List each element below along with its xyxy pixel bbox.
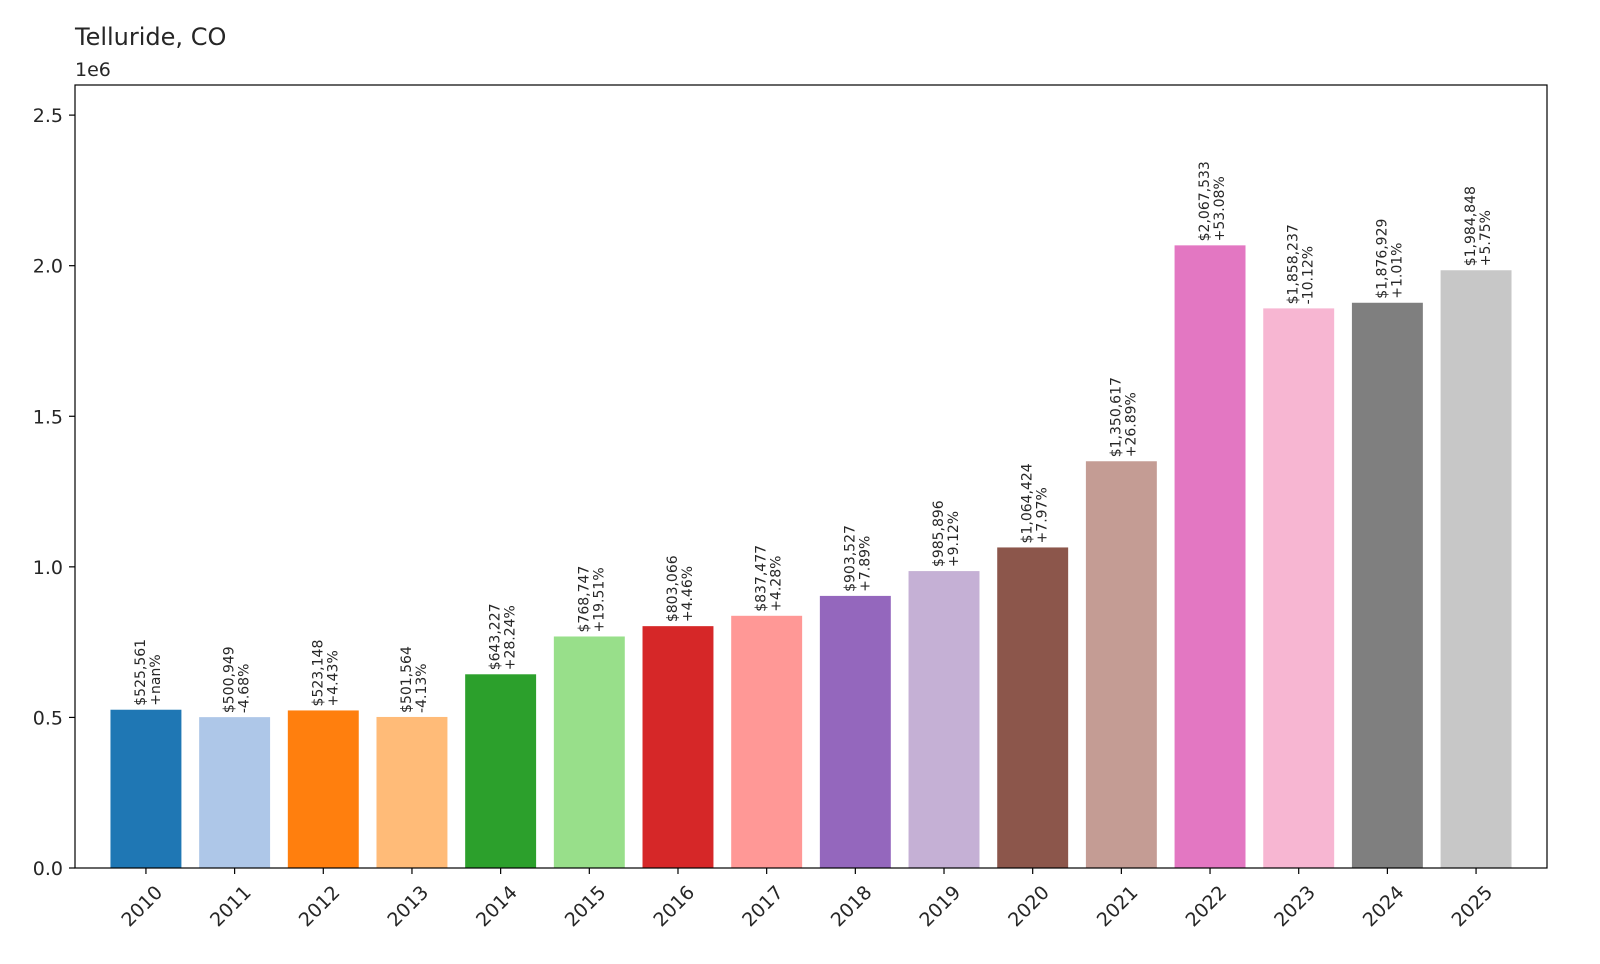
y-axis: 0.0 0.5 1.0 1.5 2.0 2.5	[33, 105, 75, 880]
x-tick-label: 2025	[1447, 882, 1497, 932]
bar-change-label: +7.89%	[857, 536, 873, 592]
bar-change-label: +1.01%	[1389, 243, 1405, 299]
bar-2025	[1440, 270, 1512, 869]
bar-change-label: +5.75%	[1478, 210, 1494, 266]
x-tick-label: 2014	[472, 882, 522, 932]
y-tick-label: 0.0	[33, 858, 63, 880]
bar-label-group-2011: $500,949 -4.68%	[222, 646, 253, 713]
bar-label-group-2025: $1,984,848 +5.75%	[1463, 186, 1494, 266]
bar-label-group-2022: $2,067,533 +53.08%	[1197, 161, 1228, 241]
bar-value-label: $837,477	[754, 545, 770, 612]
bar-2013	[376, 716, 448, 868]
x-tick-label: 2017	[738, 882, 788, 932]
bar-value-label: $1,984,848	[1463, 186, 1479, 266]
bar-change-label: -10.12%	[1301, 246, 1317, 304]
x-tick-label: 2020	[1004, 882, 1054, 932]
chart-title: Telluride, CO	[74, 23, 226, 51]
bar-label-group-2013: $501,564 -4.13%	[399, 646, 430, 713]
bar-2011	[199, 717, 271, 868]
x-tick-label: 2019	[915, 882, 965, 932]
x-tick-label: 2018	[827, 882, 877, 932]
x-tick-label: 2024	[1359, 882, 1409, 932]
y-tick-label: 2.5	[33, 105, 63, 127]
plot-frame	[74, 84, 1548, 869]
bar-label-group-2021: $1,350,617 +26.89%	[1108, 377, 1139, 457]
bar-label-group-2016: $803,066 +4.46%	[665, 555, 696, 622]
bar-2010	[110, 709, 182, 868]
bar-2020	[997, 547, 1069, 868]
bar-2012	[287, 710, 359, 868]
x-tick-label: 2013	[383, 882, 433, 932]
y-tick-label: 2.0	[33, 256, 63, 278]
bar-2024	[1351, 302, 1423, 868]
bar-label-group-2014: $643,227 +28.24%	[488, 603, 519, 670]
bar-label-group-2020: $1,064,424 +7.97%	[1020, 463, 1051, 543]
bar-2023	[1263, 308, 1335, 868]
bar-value-label: $643,227	[488, 603, 504, 670]
bar-value-label: $1,064,424	[1020, 463, 1036, 543]
x-tick-label: 2022	[1181, 882, 1231, 932]
bar-change-label: +4.43%	[325, 650, 341, 706]
bar-value-label: $985,896	[931, 500, 947, 567]
bar-value-label: $1,876,929	[1374, 219, 1390, 299]
bar-change-label: +4.46%	[680, 566, 696, 622]
bar-2018	[819, 595, 891, 868]
bar-value-label: $523,148	[310, 640, 326, 707]
x-tick-label: 2011	[206, 882, 256, 932]
bar-value-label: $525,561	[133, 639, 149, 706]
y-tick-label: 0.5	[33, 707, 63, 729]
y-tick-label: 1.0	[33, 557, 63, 579]
bar-change-label: -4.13%	[414, 663, 430, 713]
bar-2017	[731, 615, 803, 868]
bars-layer	[110, 245, 1512, 869]
bar-value-label: $768,747	[576, 566, 592, 633]
bar-value-label: $803,066	[665, 555, 681, 622]
bar-value-label: $903,527	[842, 525, 858, 592]
bar-label-group-2018: $903,527 +7.89%	[842, 525, 873, 592]
bar-label-group-2019: $985,896 +9.12%	[931, 500, 962, 567]
x-tick-label: 2015	[561, 882, 611, 932]
x-tick-label: 2021	[1093, 882, 1143, 932]
bar-value-label: $2,067,533	[1197, 161, 1213, 241]
y-axis-offset-label: 1e6	[75, 59, 111, 81]
x-tick-label: 2012	[295, 882, 345, 932]
bar-2022	[1174, 245, 1246, 868]
bar-change-label: +28.24%	[503, 605, 519, 670]
bar-value-label: $501,564	[399, 646, 415, 713]
bar-value-label: $500,949	[222, 646, 238, 713]
bar-change-label: -4.68%	[237, 664, 253, 714]
bar-change-label: +nan%	[148, 654, 164, 705]
x-tick-label: 2023	[1270, 882, 1320, 932]
bar-change-label: +9.12%	[946, 511, 962, 567]
bar-change-label: +26.89%	[1123, 392, 1139, 457]
x-tick-label: 2016	[649, 882, 699, 932]
bar-label-group-2010: $525,561 +nan%	[133, 639, 164, 706]
bar-label-group-2012: $523,148 +4.43%	[310, 640, 341, 707]
x-tick-label: 2010	[117, 882, 167, 932]
bar-2015	[553, 636, 625, 868]
y-tick-label: 1.5	[33, 406, 63, 428]
bar-2019	[908, 571, 980, 868]
bar-value-label: $1,858,237	[1286, 224, 1302, 304]
bar-label-group-2024: $1,876,929 +1.01%	[1374, 219, 1405, 299]
bar-value-label: $1,350,617	[1108, 377, 1124, 457]
bar-change-label: +53.08%	[1212, 176, 1228, 241]
bar-2014	[465, 674, 537, 868]
bar-2021	[1085, 461, 1157, 868]
bar-labels-layer: $525,561 +nan% $500,949 -4.68% $523,148 +4.43…	[133, 161, 1494, 713]
bar-change-label: +7.97%	[1035, 487, 1051, 543]
x-axis: 2010 2011 2012 2013 2014 2015 2016 2017 2018 2019…	[117, 868, 1497, 931]
bar-2016	[642, 626, 714, 868]
bar-label-group-2015: $768,747 +19.51%	[576, 566, 607, 633]
bar-label-group-2017: $837,477 +4.28%	[754, 545, 785, 612]
bar-label-group-2023: $1,858,237 -10.12%	[1286, 224, 1317, 304]
bar-change-label: +4.28%	[769, 556, 785, 612]
bar-change-label: +19.51%	[591, 567, 607, 632]
